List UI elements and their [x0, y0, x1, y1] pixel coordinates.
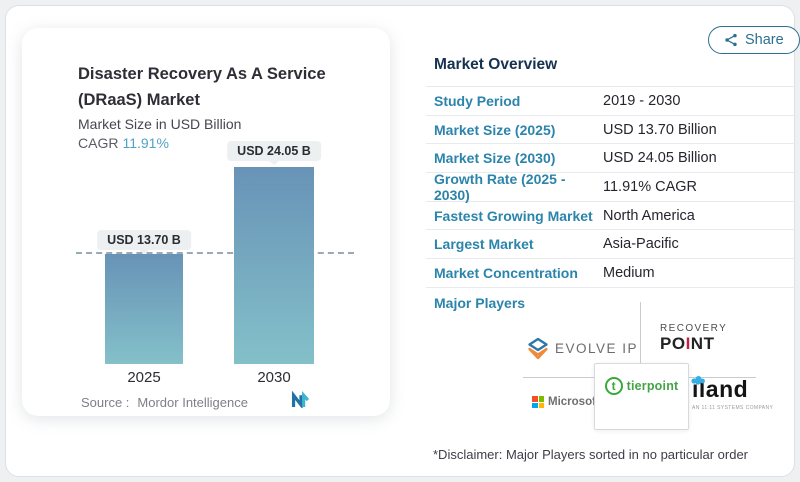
row-value: North America	[603, 207, 695, 224]
evolve-ip-diamond-icon	[527, 337, 549, 360]
share-icon	[724, 33, 738, 47]
major-players-label: Major Players	[434, 295, 526, 311]
row-label: Largest Market	[434, 236, 534, 253]
row-value: 2019 - 2030	[603, 92, 681, 109]
row-label: Market Size (2030)	[434, 150, 556, 167]
table-row-market-concentration: Market Concentration Medium	[426, 259, 796, 288]
recovery-point-logo: RECOVERY POINT	[660, 323, 728, 353]
row-value: USD 24.05 Billion	[603, 150, 717, 167]
reference-dashed-line	[76, 252, 354, 254]
iland-logo: iland AN 11:11 SYSTEMS COMPANY	[691, 376, 774, 411]
source-label: Source :	[81, 395, 130, 410]
market-overview-table: Study Period 2019 - 2030 Market Size (20…	[426, 86, 796, 288]
mordor-intelligence-logo-icon	[290, 390, 312, 413]
bar-value-label-2025: USD 13.70 B	[97, 230, 191, 250]
table-row-fastest-growing-market: Fastest Growing Market North America	[426, 202, 796, 231]
bar-value-label-2030: USD 24.05 B	[227, 141, 321, 161]
market-chart-card: Disaster Recovery As A Service (DRaaS) M…	[22, 28, 390, 416]
market-overview-title: Market Overview	[434, 56, 558, 73]
row-label: Market Size (2025)	[434, 121, 556, 138]
row-label: Study Period	[434, 92, 521, 109]
cagr-label: CAGR	[78, 135, 119, 151]
iland-subtext: AN 11:11 SYSTEMS COMPANY	[692, 404, 774, 411]
tierpoint-circle-icon: t	[604, 377, 623, 395]
tierpoint-logo: t tierpoint	[604, 376, 679, 396]
row-value: 11.91% CAGR	[603, 178, 698, 195]
row-value: Medium	[603, 264, 655, 281]
tierpoint-logo-card: t tierpoint	[594, 363, 689, 430]
chart-cagr-line: CAGR 11.91%	[78, 135, 169, 151]
x-axis-label-2030: 2030	[257, 369, 291, 386]
row-label: Market Concentration	[434, 264, 578, 281]
disclaimer-text: *Disclaimer: Major Players sorted in no …	[433, 447, 749, 462]
chart-source-line: Source : Mordor Intelligence	[81, 395, 248, 410]
evolve-ip-logo: EVOLVE IP	[527, 337, 638, 360]
tierpoint-wordmark: tierpoint	[626, 379, 679, 393]
chart-subtitle: Market Size in USD Billion	[78, 116, 242, 132]
evolve-ip-wordmark: EVOLVE IP	[555, 341, 639, 356]
iland-cloud-icon	[690, 372, 706, 390]
share-button-label: Share	[745, 32, 784, 48]
row-value: Asia-Pacific	[603, 236, 679, 253]
table-row-largest-market: Largest Market Asia-Pacific	[426, 230, 796, 260]
table-row-market-size-2025: Market Size (2025) USD 13.70 Billion	[426, 116, 796, 145]
row-label: Growth Rate (2025 - 2030)	[434, 170, 566, 203]
bar-2030	[234, 167, 314, 364]
recovery-point-bottom-text: POINT	[660, 334, 715, 353]
share-button[interactable]: Share	[708, 26, 800, 54]
microsoft-wordmark: Microsoft	[548, 396, 600, 408]
microsoft-logo: Microsoft	[532, 396, 600, 408]
recovery-point-top-text: RECOVERY	[660, 323, 728, 334]
row-value: USD 13.70 Billion	[603, 121, 717, 138]
recovery-point-red-i: I	[685, 334, 691, 353]
table-row-market-size-2030: Market Size (2030) USD 24.05 Billion	[426, 144, 796, 174]
chart-title: Disaster Recovery As A Service (DRaaS) M…	[78, 65, 326, 109]
bar-2025	[105, 254, 183, 364]
x-axis-label-2025: 2025	[127, 369, 161, 386]
table-row-growth-rate: Growth Rate (2025 - 2030) 11.91% CAGR	[426, 170, 796, 203]
cagr-value: 11.91%	[122, 135, 169, 151]
row-label: Fastest Growing Market	[434, 207, 593, 224]
microsoft-squares-icon	[532, 396, 544, 408]
report-card-container: Disaster Recovery As A Service (DRaaS) M…	[5, 5, 800, 477]
source-value: Mordor Intelligence	[137, 395, 248, 410]
table-row-study-period: Study Period 2019 - 2030	[426, 87, 796, 116]
